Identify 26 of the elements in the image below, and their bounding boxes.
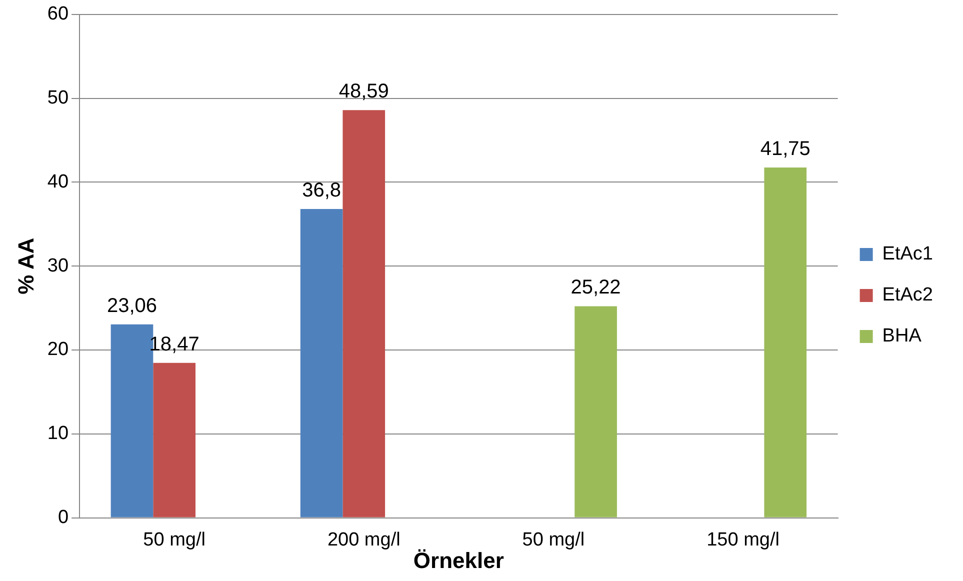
bar — [153, 362, 196, 518]
y-tick-label: 60 — [47, 4, 69, 25]
x-tick-label: 150 mg/l — [706, 529, 780, 550]
bar — [764, 168, 807, 518]
legend-label: EtAc2 — [882, 284, 934, 306]
y-tick-label: 50 — [47, 88, 69, 109]
data-label: 36,8 — [302, 180, 342, 202]
x-tick-label: 50 mg/l — [522, 529, 585, 550]
legend-label: EtAc1 — [882, 244, 934, 265]
bar — [574, 306, 617, 518]
legend-label: BHA — [882, 326, 922, 347]
y-tick-label: 30 — [47, 255, 69, 276]
y-axis-title: % AA — [13, 238, 38, 294]
data-label: 23,06 — [106, 294, 158, 317]
bar — [342, 110, 386, 518]
data-label: 48,59 — [338, 80, 389, 103]
y-tick-label: 10 — [47, 423, 69, 444]
y-tick-label: 0 — [58, 507, 69, 528]
data-label: 41,75 — [760, 138, 810, 160]
bar — [300, 209, 343, 518]
x-axis-title: Örnekler — [413, 548, 504, 573]
x-tick-label: 50 mg/l — [143, 529, 206, 550]
y-tick-label: 40 — [47, 171, 69, 192]
x-tick-label: 200 mg/l — [327, 529, 400, 550]
y-tick-label: 20 — [47, 339, 69, 360]
data-label: 25,22 — [570, 276, 621, 299]
